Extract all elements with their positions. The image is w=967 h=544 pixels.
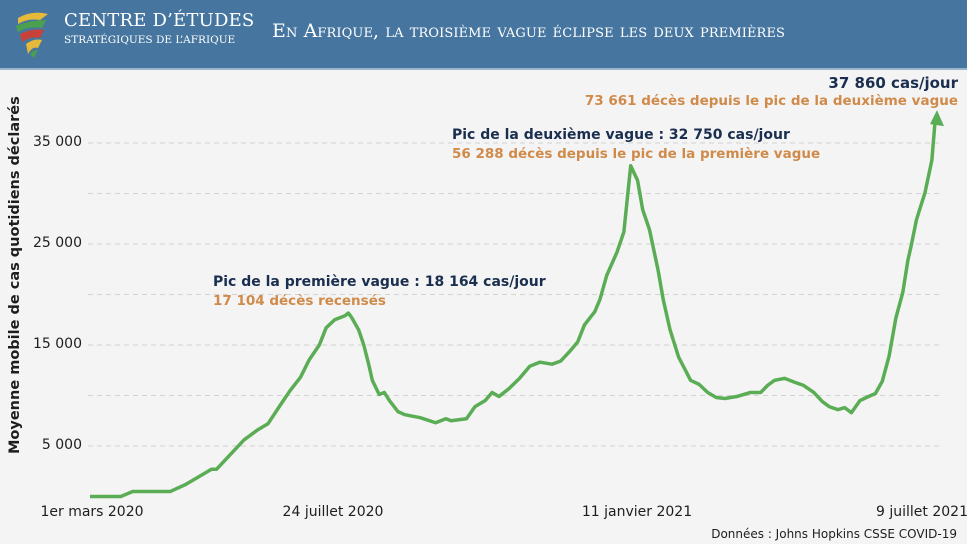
org-subname: STRATÉGIQUES DE L’AFRIQUE [64,34,236,46]
y-tick-label: 15 000 [33,336,82,352]
series-line [90,121,937,499]
y-tick-label: 35 000 [33,134,82,150]
arrow-head-icon [930,110,944,127]
chart-title: En Afrique, la troisième vague éclipse l… [272,20,786,42]
header-banner: CENTRE D’ÉTUDES STRATÉGIQUES DE L’AFRIQU… [0,0,967,70]
x-tick-label: 9 juillet 2021 [876,504,967,520]
second-peak-detail: 56 288 décès depuis le pic de la premièr… [452,146,821,162]
org-name: CENTRE D’ÉTUDES [64,10,255,31]
latest-value-label: 37 860 cas/jour [828,74,958,92]
y-tick-label: 5 000 [41,437,82,453]
x-tick-label: 1er mars 2020 [40,504,144,520]
africa-logo-icon [16,12,48,58]
x-tick-label: 11 janvier 2021 [581,504,693,520]
y-tick-label: 25 000 [33,235,82,251]
x-tick-label: 24 juillet 2020 [282,504,384,520]
first-peak-label: Pic de la première vague : 18 164 cas/jo… [213,274,546,290]
data-source: Données : Johns Hopkins CSSE COVID-19 [711,527,957,541]
first-peak-detail: 17 104 décès recensés [213,293,386,309]
second-peak-label: Pic de la deuxième vague : 32 750 cas/jo… [452,127,790,143]
latest-value-detail: 73 661 décès depuis le pic de la deuxièm… [584,93,958,109]
y-axis-title: Moyenne mobile de cas quotidiens déclaré… [7,96,23,454]
